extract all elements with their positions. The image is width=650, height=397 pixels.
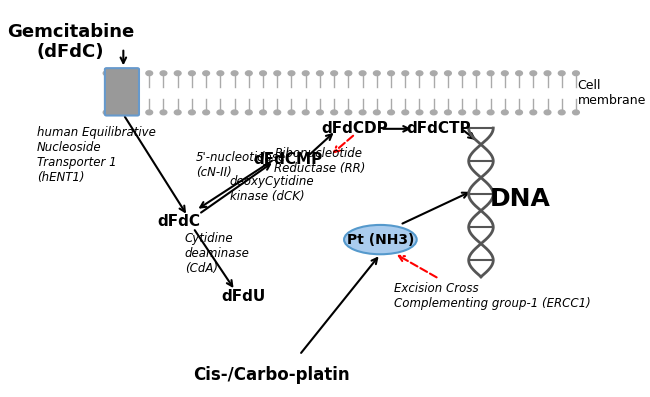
Circle shape	[217, 110, 224, 115]
Circle shape	[502, 110, 508, 115]
Circle shape	[302, 110, 309, 115]
Circle shape	[387, 71, 395, 75]
Circle shape	[345, 71, 352, 75]
Circle shape	[445, 110, 451, 115]
Circle shape	[231, 110, 238, 115]
Circle shape	[387, 110, 395, 115]
Circle shape	[488, 110, 494, 115]
Circle shape	[544, 110, 551, 115]
Circle shape	[416, 110, 423, 115]
Text: Excision Cross
Complementing group-1 (ERCC1): Excision Cross Complementing group-1 (ER…	[395, 282, 591, 310]
Circle shape	[459, 110, 465, 115]
Text: 5'-nucleotidase
(cN-II): 5'-nucleotidase (cN-II)	[196, 151, 286, 179]
Ellipse shape	[344, 225, 417, 254]
Circle shape	[331, 71, 337, 75]
Circle shape	[416, 71, 423, 75]
Circle shape	[359, 71, 366, 75]
Circle shape	[274, 110, 281, 115]
Circle shape	[118, 110, 124, 115]
Circle shape	[103, 110, 110, 115]
Circle shape	[174, 71, 181, 75]
Circle shape	[558, 110, 565, 115]
Circle shape	[132, 71, 138, 75]
Text: dFdU: dFdU	[222, 289, 266, 304]
Circle shape	[402, 71, 409, 75]
Circle shape	[288, 110, 295, 115]
Circle shape	[331, 110, 337, 115]
Circle shape	[459, 71, 465, 75]
Circle shape	[488, 71, 494, 75]
Circle shape	[146, 71, 153, 75]
Text: dFdCMP: dFdCMP	[254, 152, 323, 167]
Circle shape	[573, 110, 579, 115]
Text: dFdCTP: dFdCTP	[407, 121, 471, 135]
Circle shape	[317, 71, 323, 75]
Text: Cell
membrane: Cell membrane	[578, 79, 646, 107]
Circle shape	[544, 71, 551, 75]
Circle shape	[274, 71, 281, 75]
Circle shape	[132, 110, 138, 115]
Circle shape	[573, 71, 579, 75]
Circle shape	[317, 110, 323, 115]
Circle shape	[502, 71, 508, 75]
Circle shape	[515, 71, 523, 75]
Text: Ribonucleotide
Reductase (RR): Ribonucleotide Reductase (RR)	[274, 147, 365, 175]
Text: DNA: DNA	[489, 187, 551, 210]
Text: Pt (NH3): Pt (NH3)	[346, 233, 414, 247]
Circle shape	[188, 71, 195, 75]
Circle shape	[260, 110, 266, 115]
FancyBboxPatch shape	[105, 68, 139, 116]
Circle shape	[302, 71, 309, 75]
Circle shape	[231, 71, 238, 75]
Text: Cytidine
deaminase
(CdA): Cytidine deaminase (CdA)	[185, 232, 250, 275]
Circle shape	[288, 71, 295, 75]
Circle shape	[430, 71, 437, 75]
Circle shape	[103, 71, 110, 75]
Circle shape	[473, 110, 480, 115]
Circle shape	[146, 110, 153, 115]
Circle shape	[430, 110, 437, 115]
Circle shape	[203, 71, 209, 75]
Circle shape	[473, 71, 480, 75]
Circle shape	[160, 110, 167, 115]
Circle shape	[260, 71, 266, 75]
Circle shape	[246, 110, 252, 115]
Circle shape	[558, 71, 565, 75]
Circle shape	[530, 110, 537, 115]
Circle shape	[374, 71, 380, 75]
Circle shape	[402, 110, 409, 115]
Circle shape	[203, 110, 209, 115]
Text: human Equilibrative
Nucleoside
Transporter 1
(hENT1): human Equilibrative Nucleoside Transport…	[37, 126, 155, 185]
Text: deoxyCytidine
kinase (dCK): deoxyCytidine kinase (dCK)	[229, 175, 314, 203]
Circle shape	[359, 110, 366, 115]
Circle shape	[188, 110, 195, 115]
Circle shape	[345, 110, 352, 115]
Circle shape	[118, 71, 124, 75]
Circle shape	[246, 71, 252, 75]
Text: Cis-/Carbo-platin: Cis-/Carbo-platin	[193, 366, 350, 384]
Text: Gemcitabine
(dFdC): Gemcitabine (dFdC)	[6, 23, 134, 61]
Circle shape	[515, 110, 523, 115]
Circle shape	[160, 71, 167, 75]
Circle shape	[174, 110, 181, 115]
Circle shape	[374, 110, 380, 115]
Text: dFdC: dFdC	[158, 214, 201, 229]
Circle shape	[217, 71, 224, 75]
Circle shape	[530, 71, 537, 75]
Text: dFdCDP: dFdCDP	[322, 121, 389, 135]
Circle shape	[445, 71, 451, 75]
